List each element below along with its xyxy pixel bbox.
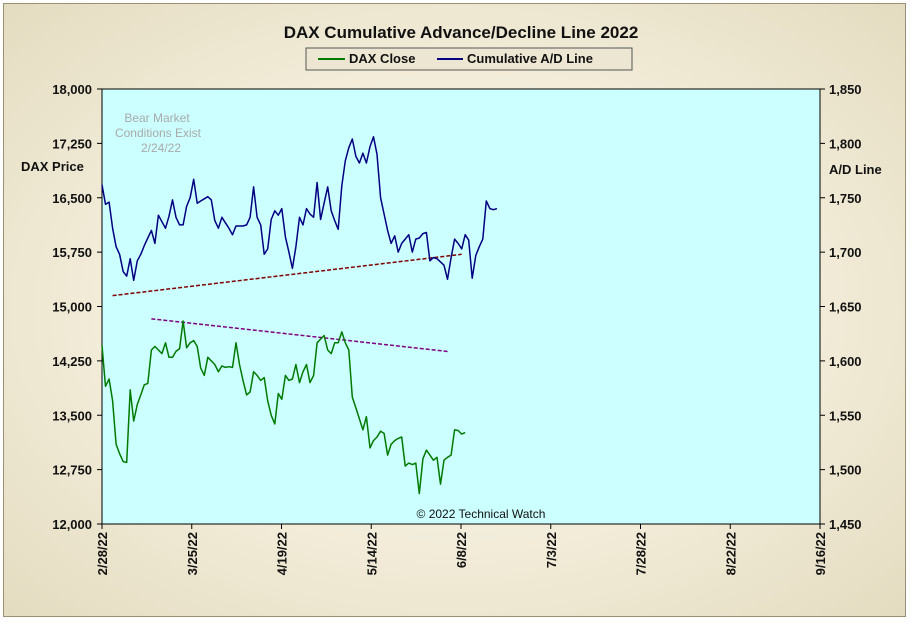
trendline-ad (112, 253, 462, 297)
annotation-bear-market: Bear Market Conditions Exist 2/24/22 (115, 111, 202, 155)
right-tick-label: 1,750 (829, 191, 862, 206)
x-tick-label: 3/25/22 (185, 532, 200, 575)
series-cumulative-ad (101, 136, 498, 282)
left-axis-label: DAX Price (21, 159, 84, 174)
right-axis: 1,850 1,800 1,750 1,700 1,650 1,600 1,550 1,500… (820, 82, 862, 532)
left-axis: 18,000 17,250 16,500 15,750 15,000 14,250 13,5… (52, 82, 102, 532)
right-tick-label: 1,700 (829, 245, 862, 260)
plot-area (101, 88, 821, 525)
annotation-line-2: Conditions Exist (115, 126, 202, 140)
x-tick-label: 4/19/22 (275, 532, 290, 575)
trendline-dax (151, 318, 448, 353)
right-tick-label: 1,650 (829, 300, 862, 315)
x-tick-label: 9/16/22 (813, 532, 828, 575)
right-tick-label: 1,600 (829, 354, 862, 369)
annotation-line-3: 2/24/22 (141, 141, 181, 155)
right-tick-label: 1,850 (829, 82, 862, 97)
series (101, 136, 498, 495)
left-tick-label: 16,500 (52, 191, 92, 206)
x-axis: 2/28/22 3/25/22 4/19/22 5/14/22 6/8/22 7/3/22… (95, 524, 828, 575)
left-tick-label: 12,750 (52, 463, 92, 478)
copyright: © 2022 Technical Watch (417, 507, 546, 521)
trendlines (112, 253, 462, 353)
chart-title: DAX Cumulative Advance/Decline Line 2022 (284, 23, 639, 42)
left-tick-label: 12,000 (52, 517, 92, 532)
right-tick-label: 1,450 (829, 517, 862, 532)
x-tick-label: 8/22/22 (723, 532, 738, 575)
x-tick-label: 2/28/22 (95, 532, 110, 575)
x-tick-label: 5/14/22 (364, 532, 379, 575)
right-tick-label: 1,550 (829, 408, 862, 423)
legend: DAX Close Cumulative A/D Line (305, 47, 633, 71)
legend-box (305, 47, 633, 71)
x-tick-label: 7/28/22 (634, 532, 649, 575)
x-tick-label: 7/3/22 (544, 532, 559, 568)
left-tick-label: 13,500 (52, 408, 92, 423)
left-tick-label: 18,000 (52, 82, 92, 97)
legend-label-dax: DAX Close (349, 51, 415, 66)
x-tick-label: 6/8/22 (454, 532, 469, 568)
left-tick-label: 14,250 (52, 354, 92, 369)
left-tick-label: 17,250 (52, 136, 92, 151)
right-axis-label: A/D Line (829, 162, 882, 177)
series-dax-close (101, 320, 466, 495)
left-tick-label: 15,750 (52, 245, 92, 260)
legend-label-ad: Cumulative A/D Line (467, 51, 593, 66)
left-tick-label: 15,000 (52, 300, 92, 315)
right-tick-label: 1,800 (829, 136, 862, 151)
annotation-line-1: Bear Market (124, 111, 190, 125)
right-tick-label: 1,500 (829, 463, 862, 478)
